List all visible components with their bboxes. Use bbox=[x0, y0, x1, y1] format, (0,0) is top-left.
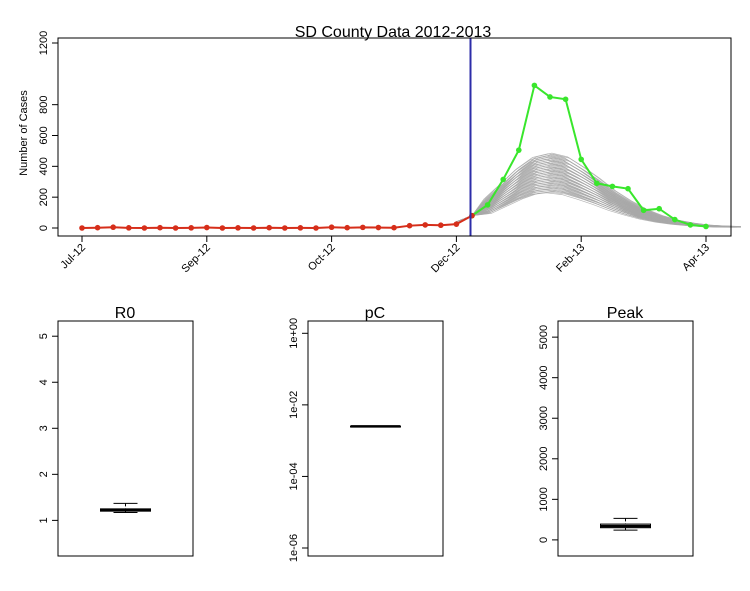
y-tick-label: 1e-02 bbox=[288, 391, 300, 419]
y-tick-label: 1e+00 bbox=[288, 318, 300, 349]
observed-series bbox=[79, 212, 475, 231]
actual-point bbox=[594, 180, 600, 187]
observed-point bbox=[219, 225, 226, 231]
observed-point bbox=[110, 224, 116, 231]
observed-point bbox=[422, 222, 429, 228]
case-timeseries-chart: SD County Data 2012-2013 Number of Cases… bbox=[18, 24, 741, 275]
actual-point bbox=[531, 82, 538, 89]
observed-point bbox=[188, 225, 194, 231]
observed-point bbox=[172, 225, 179, 231]
x-tick-label: Oct-12 bbox=[306, 242, 338, 274]
x-tick-label: Jul-12 bbox=[58, 242, 88, 272]
y-tick-label: 2 bbox=[38, 471, 50, 477]
peak-title: Peak bbox=[607, 305, 644, 322]
x-tick-label: Feb-13 bbox=[554, 242, 587, 275]
actual-point bbox=[672, 216, 678, 223]
actual-point bbox=[562, 96, 569, 103]
y-tick-label: 0 bbox=[38, 225, 50, 231]
x-tick-label: Sep-12 bbox=[179, 242, 213, 276]
actual-point bbox=[703, 223, 709, 230]
observed-point bbox=[94, 224, 101, 231]
observed-point bbox=[157, 224, 163, 231]
observed-point bbox=[266, 224, 273, 231]
observed-point bbox=[204, 224, 210, 231]
observed-point bbox=[126, 225, 132, 231]
observed-point bbox=[235, 225, 241, 231]
ensemble-trajectories bbox=[456, 152, 741, 228]
y-tick-label: 2000 bbox=[538, 447, 550, 471]
pc-boxplot: pC 1e-06 1e-04 1e-02 1e+00 bbox=[288, 305, 444, 562]
y-tick-label: 200 bbox=[38, 188, 50, 206]
r0-boxplot: R0 1 2 3 4 5 bbox=[38, 305, 194, 557]
y-tick-label: 1000 bbox=[538, 487, 550, 511]
observed-point bbox=[313, 225, 319, 231]
y-tick-label: 600 bbox=[38, 126, 50, 144]
observed-point bbox=[344, 224, 351, 231]
actual-point bbox=[578, 156, 584, 163]
y-tick-label: 1200 bbox=[38, 31, 50, 55]
actual-series bbox=[469, 82, 709, 230]
observed-point bbox=[328, 224, 335, 231]
y-tick-label: 3000 bbox=[538, 406, 550, 430]
y-tick-label: 4 bbox=[38, 379, 50, 385]
x-tick-label: Dec-12 bbox=[429, 242, 463, 276]
observed-point bbox=[438, 222, 444, 229]
observed-point bbox=[406, 222, 413, 229]
chart-title: SD County Data 2012-2013 bbox=[295, 24, 492, 41]
y-tick-label: 0 bbox=[538, 537, 550, 543]
observed-point bbox=[453, 221, 460, 227]
r0-title: R0 bbox=[115, 305, 136, 322]
y-tick-label: 1e-04 bbox=[288, 462, 300, 490]
box-frame bbox=[557, 320, 694, 557]
y-tick-label: 5000 bbox=[538, 325, 550, 349]
box-frame bbox=[307, 320, 444, 557]
y-tick-label: 400 bbox=[38, 157, 50, 175]
actual-line bbox=[471, 83, 707, 228]
observed-point bbox=[360, 224, 366, 231]
observed-point bbox=[141, 225, 148, 231]
observed-point bbox=[375, 224, 382, 231]
pc-title: pC bbox=[365, 305, 385, 322]
x-tick-label: Apr-13 bbox=[680, 242, 712, 274]
observed-point bbox=[297, 225, 304, 231]
observed-line bbox=[81, 214, 473, 230]
y-tick-label: 5 bbox=[38, 333, 50, 339]
y-tick-label: 1e-06 bbox=[288, 534, 300, 562]
y-axis-label: Number of Cases bbox=[18, 90, 30, 176]
y-tick-label: 4000 bbox=[538, 365, 550, 389]
actual-point bbox=[640, 207, 647, 214]
actual-point bbox=[609, 183, 616, 190]
actual-point bbox=[484, 202, 491, 208]
plot-frame bbox=[57, 37, 732, 237]
actual-point bbox=[687, 222, 694, 228]
y-tick-label: 1 bbox=[38, 517, 50, 523]
actual-point bbox=[656, 205, 662, 212]
actual-point bbox=[500, 176, 507, 183]
box-frame bbox=[57, 320, 194, 557]
peak-boxplot: Peak 0 1000 2000 3000 4000 5000 bbox=[538, 305, 694, 557]
observed-point bbox=[79, 225, 85, 231]
y-tick-label: 800 bbox=[38, 95, 50, 113]
actual-point bbox=[516, 147, 522, 153]
main-axes: 0 200 400 600 800 1200 Jul-12 Sep-12 Oct-12 Dec-1… bbox=[38, 31, 712, 275]
observed-point bbox=[250, 225, 257, 231]
actual-point bbox=[547, 94, 553, 100]
y-tick-label: 3 bbox=[38, 425, 50, 431]
observed-point bbox=[282, 225, 288, 231]
actual-point bbox=[625, 185, 631, 192]
observed-point bbox=[391, 224, 397, 231]
